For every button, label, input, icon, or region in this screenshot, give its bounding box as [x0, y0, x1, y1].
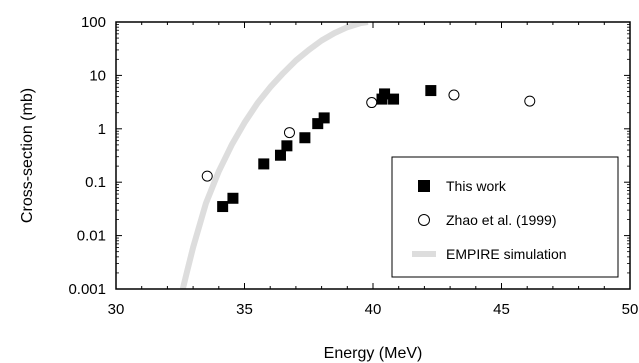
this-work-point	[227, 192, 239, 204]
this-work-point	[312, 118, 324, 130]
zhao-point	[524, 95, 536, 107]
legend-circle-marker	[418, 214, 430, 226]
this-work-point	[299, 132, 311, 144]
axes: 30 35 40 45 50 0.001 0.01 0.1 1 10 100	[68, 14, 638, 318]
this-work-point	[425, 85, 437, 97]
plot-area	[179, 22, 536, 289]
y-tick-label: 0.01	[77, 228, 106, 245]
y-tick-label: 10	[89, 67, 106, 84]
y-tick-label: 0.1	[85, 174, 106, 191]
legend: This work Zhao et al. (1999) EMPIRE simula…	[391, 156, 619, 278]
x-tick-label: 40	[365, 301, 382, 318]
legend-square-marker	[418, 180, 430, 192]
y-tick-label: 1	[98, 121, 106, 138]
this-work-point	[379, 88, 391, 100]
this-work-point	[318, 112, 330, 124]
x-tick-label: 30	[108, 301, 125, 318]
this-work-point	[274, 149, 286, 161]
x-tick-label: 35	[236, 301, 253, 318]
zhao-point	[448, 89, 460, 101]
this-work-point	[281, 140, 293, 152]
y-axis-title: Cross-section (mb)	[19, 88, 36, 223]
this-work-point	[258, 158, 270, 170]
zhao-point	[283, 127, 295, 139]
this-work-point	[388, 93, 400, 105]
x-axis-title: Energy (MeV)	[324, 345, 423, 362]
legend-entry-label: This work	[446, 178, 507, 194]
y-tick-label: 0.001	[68, 281, 106, 298]
x-tick-label: 45	[493, 301, 510, 318]
empire-simulation-line	[179, 22, 369, 289]
x-tick-label: 50	[622, 301, 639, 318]
legend-entry-label: EMPIRE simulation	[446, 246, 567, 262]
y-tick-label: 100	[81, 14, 106, 31]
this-work-point	[217, 201, 229, 213]
zhao-point	[201, 170, 213, 182]
legend-entry-label: Zhao et al. (1999)	[446, 212, 557, 228]
zhao-point	[366, 97, 378, 109]
